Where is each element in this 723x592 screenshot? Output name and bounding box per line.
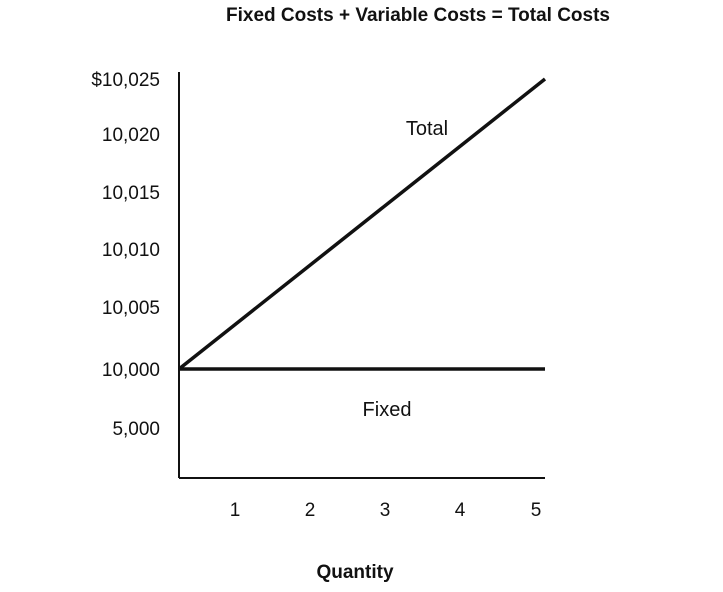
- y-tick-label: 10,000: [102, 360, 160, 381]
- total-line-label: Total: [406, 118, 448, 140]
- y-tick-label: 10,020: [102, 125, 160, 146]
- x-axis-label: Quantity: [316, 562, 393, 583]
- fixed-line-label: Fixed: [363, 399, 412, 421]
- x-tick-label: 2: [305, 500, 316, 521]
- x-tick-labels: 1 2 3 4 5: [230, 500, 542, 521]
- y-tick-labels: $10,025 10,020 10,015 10,010 10,005 10,0…: [91, 70, 160, 440]
- x-tick-label: 1: [230, 500, 241, 521]
- x-tick-label: 4: [455, 500, 466, 521]
- series-line-total: [177, 77, 547, 371]
- x-tick-label: 3: [380, 500, 391, 521]
- chart-title: Fixed Costs + Variable Costs = Total Cos…: [226, 5, 610, 26]
- y-tick-label: $10,025: [91, 70, 160, 91]
- y-tick-label: 10,015: [102, 183, 160, 204]
- y-tick-label: 10,010: [102, 240, 160, 261]
- y-tick-label: 10,005: [102, 298, 160, 319]
- y-tick-label: 5,000: [112, 419, 160, 440]
- x-tick-label: 5: [531, 500, 542, 521]
